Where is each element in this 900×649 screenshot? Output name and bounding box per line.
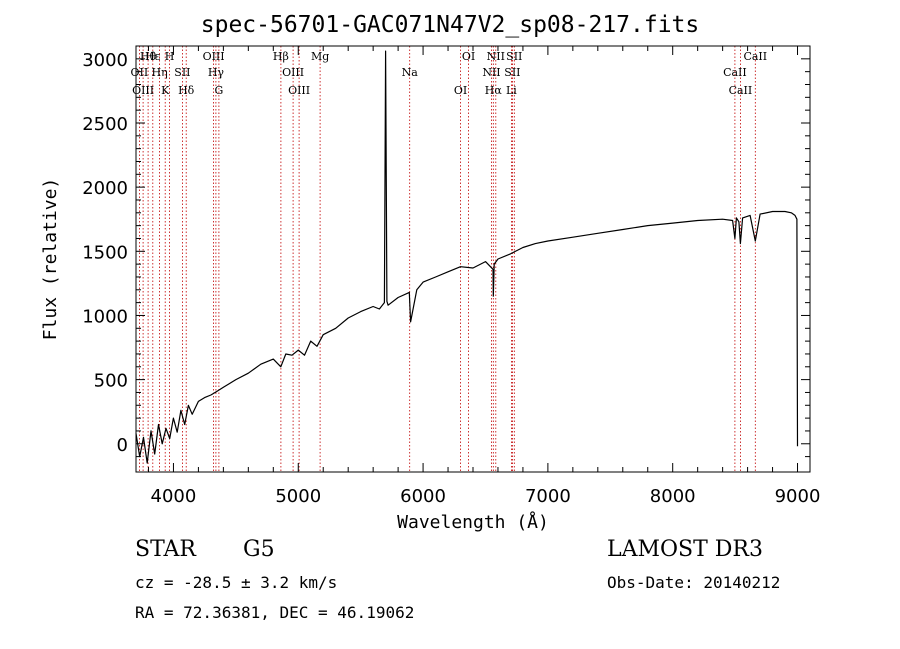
line-label: Hη — [152, 66, 168, 79]
line-label: Hβ — [273, 50, 289, 63]
line-label: K — [161, 84, 170, 97]
x-tick-label: 5000 — [275, 486, 321, 507]
line-label: SII — [174, 66, 190, 79]
y-tick-label: 2500 — [82, 114, 128, 135]
y-axis-label: Flux (relative) — [40, 178, 61, 341]
line-label: Li — [506, 84, 517, 97]
line-label: OIII — [203, 50, 225, 63]
line-label: SII — [504, 66, 520, 79]
obs-date-text: Obs-Date: 20140212 — [607, 573, 781, 592]
y-tick-label: 0 — [117, 435, 128, 456]
line-label: CaII — [729, 84, 753, 97]
line-label: Hγ — [208, 66, 225, 79]
object-subclass: G5 — [243, 537, 275, 562]
line-label: Hε — [145, 50, 161, 63]
y-tick-label: 3000 — [82, 50, 128, 71]
redshift-text: cz = -28.5 ± 3.2 km/s — [135, 573, 338, 592]
line-label: NII — [482, 66, 500, 79]
x-tick-label: 8000 — [650, 486, 696, 507]
line-label: OI — [454, 84, 467, 97]
line-label: Hθ — [140, 50, 157, 63]
line-label: CaII — [723, 66, 747, 79]
line-label: G — [215, 84, 224, 97]
y-tick-label: 2000 — [82, 178, 128, 199]
line-label: NII — [487, 50, 505, 63]
line-label: OI — [462, 50, 475, 63]
plot-frame — [135, 45, 811, 473]
line-label: Na — [402, 66, 419, 79]
chart-title: spec-56701-GAC071N47V2_sp08-217.fits — [201, 12, 700, 38]
spectrum-line — [135, 50, 799, 464]
line-label: CaII — [743, 50, 767, 63]
line-label: OIII — [132, 84, 154, 97]
y-tick-label: 1500 — [82, 242, 128, 263]
y-tick-label: 500 — [94, 371, 128, 392]
line-label: SII — [506, 50, 522, 63]
line-label: Hα — [485, 84, 503, 97]
coordinates-text: RA = 72.36381, DEC = 46.19062 — [135, 603, 415, 622]
line-label: OII — [131, 66, 149, 79]
survey-name: LAMOST DR3 — [607, 537, 763, 562]
object-class: STAR — [135, 537, 196, 562]
line-label: Mg — [311, 50, 329, 63]
x-axis-label: Wavelength (Å) — [397, 511, 549, 533]
x-tick-label: 9000 — [775, 486, 821, 507]
y-tick-label: 1000 — [82, 306, 128, 327]
x-tick-label: 4000 — [151, 486, 197, 507]
x-tick-label: 7000 — [525, 486, 571, 507]
x-tick-label: 6000 — [400, 486, 446, 507]
line-label: OIII — [288, 84, 310, 97]
line-label: H — [165, 50, 175, 63]
line-label: OIII — [282, 66, 304, 79]
line-label: Hδ — [178, 84, 195, 97]
